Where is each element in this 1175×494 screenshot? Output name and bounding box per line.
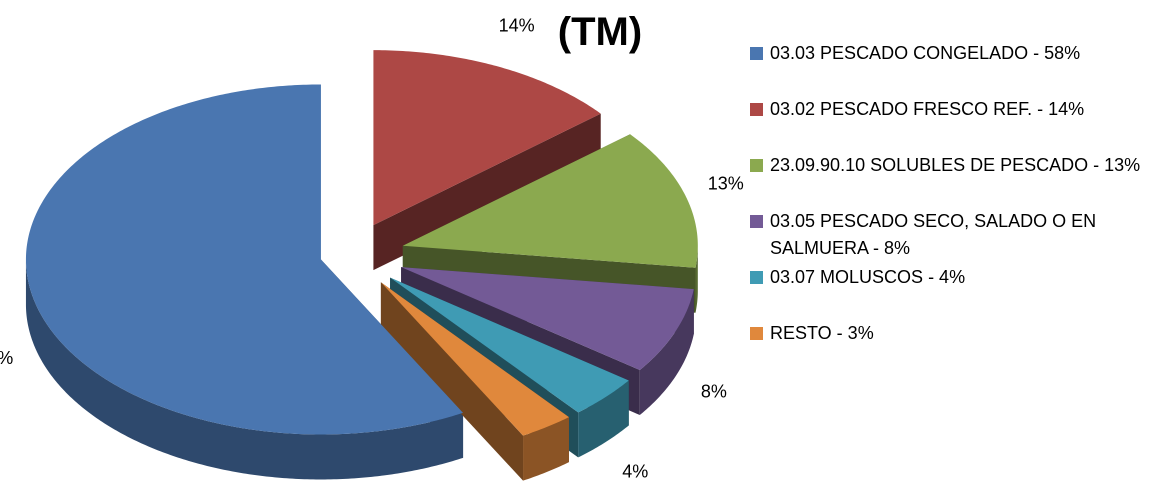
- legend-label: 03.03 PESCADO CONGELADO - 58%: [770, 43, 1081, 63]
- legend-swatch: [750, 215, 763, 228]
- slice: [390, 277, 629, 413]
- legend-label: 03.02 PESCADO FRESCO REF. - 14%: [770, 99, 1085, 119]
- data-label: 58%: [0, 348, 13, 368]
- legend-label: 23.09.90.10 SOLUBLES DE PESCADO - 13%: [770, 155, 1141, 175]
- chart-title: (TM): [557, 10, 643, 54]
- data-label: 4%: [622, 462, 648, 482]
- legend-item: 03.03 PESCADO CONGELADO - 58%: [750, 40, 1170, 96]
- slice-wall: [373, 113, 601, 271]
- data-label: 14%: [499, 15, 535, 35]
- legend-item: 23.09.90.10 SOLUBLES DE PESCADO - 13%: [750, 152, 1170, 208]
- legend: 03.03 PESCADO CONGELADO - 58% 03.02 PESCA…: [750, 40, 1170, 376]
- legend-label: 03.07 MOLUSCOS - 4%: [770, 267, 966, 287]
- data-label: 8%: [701, 382, 727, 402]
- slice: [401, 267, 694, 371]
- data-label: 13%: [708, 173, 744, 193]
- slice: [25, 84, 464, 435]
- slice: [402, 134, 698, 268]
- legend-label: RESTO - 3%: [770, 323, 874, 343]
- legend-swatch: [750, 327, 763, 340]
- legend-swatch: [750, 103, 763, 116]
- legend-item: 03.07 MOLUSCOS - 4%: [750, 264, 1170, 320]
- slice-wall: [380, 282, 524, 481]
- slice-side: [25, 260, 464, 480]
- legend-item: 03.05 PESCADO SECO, SALADO O EN SALMUERA…: [750, 208, 1170, 264]
- slice-side: [639, 289, 694, 416]
- legend-item: RESTO - 3%: [750, 320, 1170, 376]
- legend-item: 03.02 PESCADO FRESCO REF. - 14%: [750, 96, 1170, 152]
- slice: [373, 50, 601, 226]
- slice-side: [523, 417, 569, 481]
- legend-swatch: [750, 47, 763, 60]
- slice: [380, 282, 569, 436]
- slice-side: [578, 380, 629, 458]
- legend-label: 03.05 PESCADO SECO, SALADO O EN SALMUERA…: [770, 211, 1097, 258]
- slice-side: [695, 246, 698, 313]
- legend-swatch: [750, 159, 763, 172]
- legend-swatch: [750, 271, 763, 284]
